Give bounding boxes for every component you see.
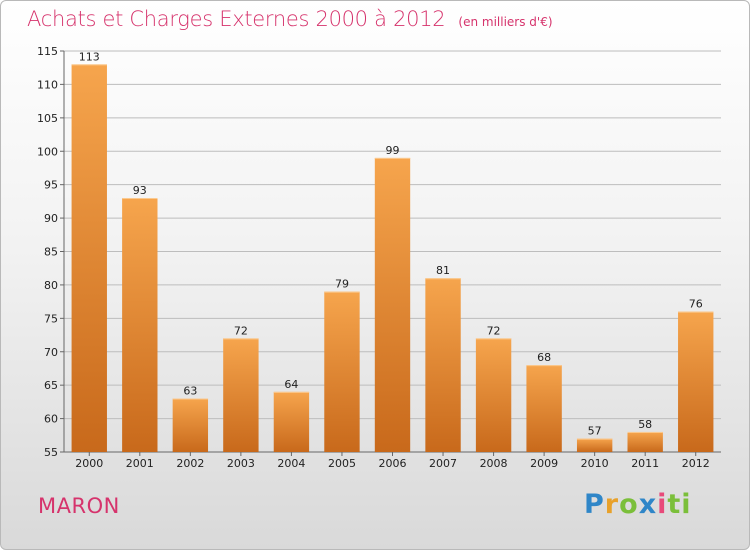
x-tick-label: 2011 (631, 457, 659, 470)
bar-value-label: 81 (436, 264, 450, 277)
y-tick-label: 70 (44, 346, 58, 359)
bar-value-label: 63 (183, 385, 197, 398)
x-tick-label: 2003 (227, 457, 255, 470)
y-tick-label: 65 (44, 379, 58, 392)
bar (475, 338, 512, 452)
x-tick-label: 2010 (581, 457, 609, 470)
chart-title: Achats et Charges Externes 2000 à 2012 (… (27, 7, 553, 31)
bar (678, 311, 714, 452)
bar (425, 278, 461, 452)
x-tick-label: 2004 (277, 457, 305, 470)
bar (374, 157, 411, 452)
x-tick-label: 2000 (75, 457, 103, 470)
logo-letter: i (657, 489, 668, 520)
commune-name: MARON (38, 494, 120, 518)
y-tick-label: 105 (37, 112, 58, 125)
y-tick-label: 85 (44, 246, 58, 259)
bar (526, 365, 562, 452)
logo-letter: r (604, 489, 620, 520)
y-tick-label: 100 (37, 145, 58, 158)
bar-value-label: 99 (386, 144, 400, 157)
logo-letter: ti (667, 489, 692, 520)
y-tick-label: 75 (44, 312, 58, 325)
bar (172, 398, 209, 452)
x-tick-label: 2002 (176, 457, 204, 470)
title-text: Achats et Charges Externes 2000 à 2012 (27, 7, 446, 31)
bar-value-label: 93 (133, 184, 147, 197)
y-tick-label: 80 (44, 279, 58, 292)
bar (71, 64, 107, 452)
x-tick-label: 2012 (682, 457, 710, 470)
x-tick-label: 2005 (328, 457, 356, 470)
bar (576, 438, 613, 452)
title-unit: (en milliers d'€) (458, 15, 553, 29)
y-tick-label: 115 (37, 45, 58, 58)
logo-letter: P (584, 489, 605, 520)
x-tick-label: 2008 (480, 457, 508, 470)
bar-value-label: 76 (689, 298, 703, 311)
bars (71, 64, 714, 452)
x-tick-label: 2009 (530, 457, 558, 470)
bar (627, 431, 663, 452)
y-tick-label: 95 (44, 179, 58, 192)
y-tick-label: 60 (44, 413, 58, 426)
x-tick-label: 2006 (379, 457, 407, 470)
labels: 113 2000 93 2001 63 2002 72 2003 64 2004 79 2005 99 2… (75, 50, 709, 470)
bar-value-label: 72 (234, 324, 248, 337)
x-tick-label: 2001 (126, 457, 154, 470)
x-tick-label: 2007 (429, 457, 457, 470)
logo-letter: x (638, 489, 658, 520)
bar-value-label: 64 (284, 378, 298, 391)
logo-letter: o (619, 489, 639, 520)
y-tick-label: 90 (44, 212, 58, 225)
bar-value-label: 72 (487, 324, 501, 337)
proxiti-logo: Proxiti (584, 489, 692, 520)
bar (324, 291, 360, 452)
bar (223, 338, 259, 452)
bar-value-label: 113 (79, 50, 100, 63)
bar-value-label: 68 (537, 351, 551, 364)
y-tick-label: 55 (44, 446, 58, 459)
bar (273, 391, 310, 452)
bar-value-label: 58 (638, 418, 652, 431)
bar-value-label: 57 (588, 425, 602, 438)
y-tick-label: 110 (37, 78, 58, 91)
bar (122, 198, 158, 452)
bar-value-label: 79 (335, 278, 349, 291)
